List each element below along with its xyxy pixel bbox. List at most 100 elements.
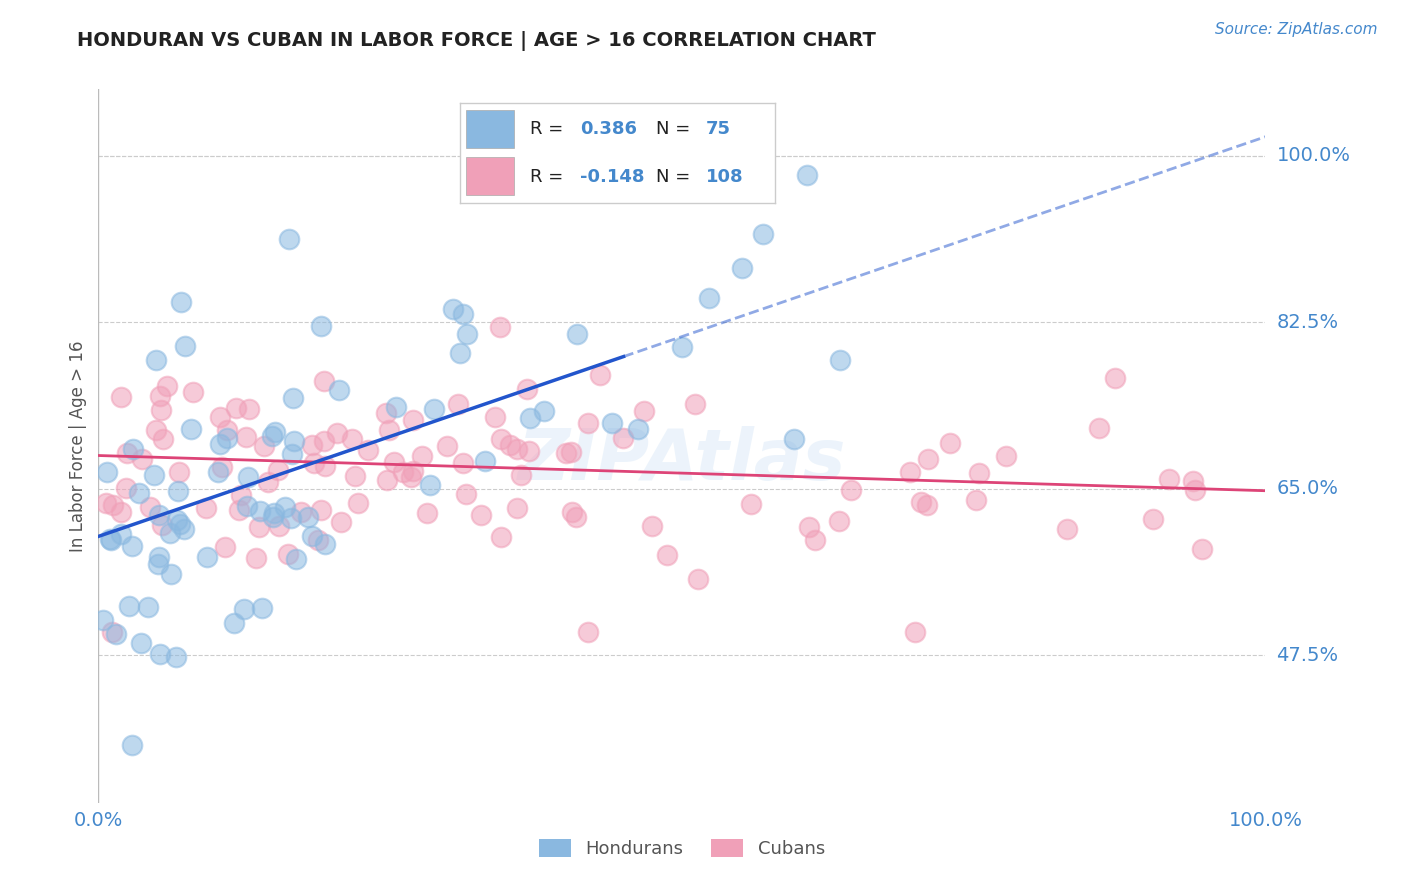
Point <box>344 469 367 483</box>
Point <box>1056 522 1078 536</box>
Point <box>145 423 167 437</box>
Point <box>401 464 423 478</box>
Point <box>453 456 475 470</box>
Point <box>828 514 851 528</box>
Point <box>312 374 335 388</box>
Point <box>284 552 307 566</box>
Point <box>915 498 938 512</box>
Point <box>264 425 287 440</box>
Point <box>555 446 578 460</box>
Point <box>280 511 302 525</box>
Point <box>235 430 257 444</box>
Point <box>385 401 408 415</box>
Point <box>145 353 167 368</box>
Point <box>576 416 599 430</box>
Point <box>100 624 122 639</box>
Point <box>697 292 720 306</box>
Point <box>114 481 136 495</box>
Point <box>309 503 332 517</box>
Point <box>302 456 325 470</box>
Point <box>122 442 145 456</box>
Point <box>211 459 233 474</box>
Text: 65.0%: 65.0% <box>1277 479 1339 499</box>
Point <box>312 434 335 449</box>
Point <box>904 624 927 639</box>
Point <box>121 738 143 752</box>
Point <box>560 445 582 459</box>
Point <box>561 505 583 519</box>
Point <box>671 340 693 354</box>
Point <box>402 413 425 427</box>
Point <box>797 519 820 533</box>
Point <box>277 548 299 562</box>
Point <box>256 475 278 489</box>
Point <box>314 459 336 474</box>
Point <box>208 410 231 425</box>
Point <box>422 402 444 417</box>
Point <box>159 525 181 540</box>
Text: HONDURAN VS CUBAN IN LABOR FORCE | AGE > 16 CORRELATION CHART: HONDURAN VS CUBAN IN LABOR FORCE | AGE >… <box>77 31 876 51</box>
Point <box>683 397 706 411</box>
Point <box>110 505 132 519</box>
Point <box>484 409 506 424</box>
Point <box>235 500 257 514</box>
Point <box>136 599 159 614</box>
Point <box>245 550 267 565</box>
Point <box>297 509 319 524</box>
Point <box>267 463 290 477</box>
Point <box>217 431 239 445</box>
Point <box>118 599 141 613</box>
Point <box>600 417 623 431</box>
Point <box>96 466 118 480</box>
Point <box>731 260 754 275</box>
Point <box>301 529 323 543</box>
Point <box>167 465 190 479</box>
Point <box>139 500 162 514</box>
Point <box>740 497 762 511</box>
Point <box>269 519 291 533</box>
Point <box>94 496 117 510</box>
Point <box>641 519 664 533</box>
Point <box>416 507 439 521</box>
Point <box>149 647 172 661</box>
Point <box>115 446 138 460</box>
Point <box>347 495 370 509</box>
Point <box>128 486 150 500</box>
Point <box>1181 474 1204 488</box>
Point <box>783 433 806 447</box>
Point <box>173 522 195 536</box>
Point <box>217 423 239 437</box>
Point <box>195 500 218 515</box>
Point <box>247 519 270 533</box>
Point <box>225 401 247 415</box>
Point <box>392 465 415 479</box>
Point <box>148 550 170 565</box>
Point <box>314 537 336 551</box>
Point <box>506 500 529 515</box>
Point <box>340 432 363 446</box>
Point <box>277 232 299 246</box>
Point <box>1142 512 1164 526</box>
Point <box>214 541 236 555</box>
Point <box>449 346 471 360</box>
Point <box>290 506 312 520</box>
Point <box>166 513 188 527</box>
Point <box>238 401 260 416</box>
Point <box>148 508 170 522</box>
Point <box>181 384 204 399</box>
Point <box>456 326 478 341</box>
Point <box>612 431 634 445</box>
Point <box>686 572 709 586</box>
Point <box>576 624 599 639</box>
Point <box>263 506 285 520</box>
Point <box>589 368 612 382</box>
Point <box>419 478 441 492</box>
Point <box>169 517 191 532</box>
Point <box>451 307 474 321</box>
Point <box>519 411 541 425</box>
Point <box>633 404 655 418</box>
Point <box>411 449 433 463</box>
Point <box>283 391 305 405</box>
Point <box>110 527 132 541</box>
Point <box>156 378 179 392</box>
